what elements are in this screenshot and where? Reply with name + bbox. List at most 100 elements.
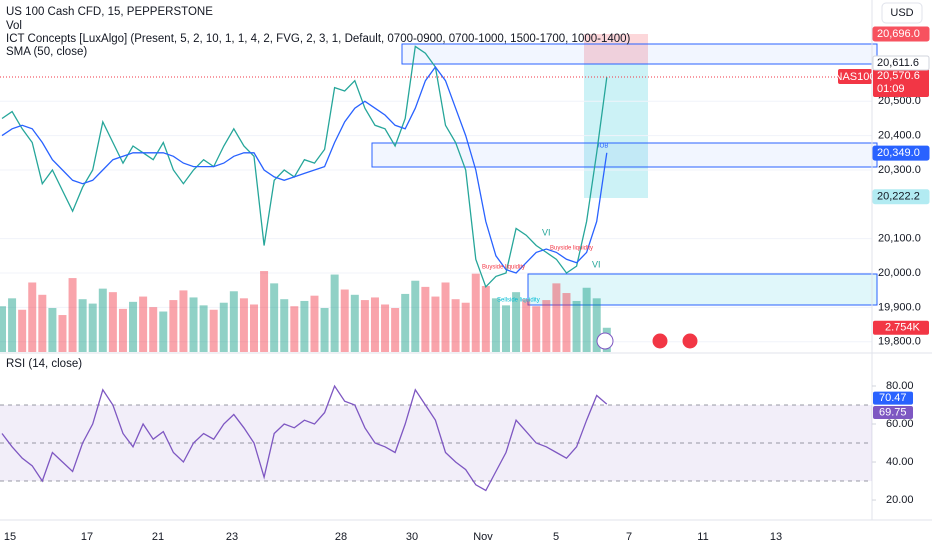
- currency-button[interactable]: [881, 2, 923, 24]
- volume-bar: [582, 287, 591, 352]
- event-icon[interactable]: [681, 332, 699, 350]
- rsi-label-bg: [873, 405, 913, 419]
- volume-bar: [28, 282, 37, 352]
- volume-bar: [441, 282, 450, 352]
- price-label-bg: [872, 55, 930, 71]
- series-line: [1, 65, 608, 274]
- series-line: [1, 45, 608, 288]
- y-tick-label: 20,300.0: [878, 164, 921, 176]
- event-icon[interactable]: [596, 332, 614, 350]
- volume-label-bg: [873, 320, 929, 335]
- volume-bar: [88, 303, 97, 352]
- order-block: [401, 43, 878, 65]
- x-tick-label: 23: [226, 531, 238, 543]
- volume-bar: [179, 290, 188, 352]
- sma-legend[interactable]: SMA (50, close): [6, 46, 87, 58]
- volume-bar: [320, 308, 329, 352]
- price-label: 20,696.0: [877, 28, 920, 40]
- y-tick-label: 20,100.0: [878, 233, 921, 245]
- event-icon[interactable]: [651, 332, 669, 350]
- volume-bar: [491, 298, 500, 352]
- y-tick-label: 40.00: [886, 456, 914, 468]
- rsi-label-bg: [873, 391, 913, 405]
- volume-bar: [239, 298, 248, 352]
- volume-bar: [129, 301, 138, 352]
- y-tick-label: 19,800.0: [878, 336, 921, 348]
- x-tick-label: 15: [4, 531, 16, 543]
- ict-legend[interactable]: ICT Concepts [LuxAlgo] (Present, 5, 2, 1…: [6, 33, 631, 45]
- volume-bar: [139, 296, 148, 352]
- volume-bar: [310, 295, 319, 352]
- volume-bar: [562, 293, 571, 352]
- volume-bar: [229, 291, 238, 352]
- volume-label: 2.754K: [885, 322, 921, 334]
- volume-bar: [502, 305, 510, 352]
- y-tick-label: 80.00: [886, 380, 914, 392]
- x-tick-label: 5: [553, 531, 559, 543]
- volume-bar: [118, 308, 127, 352]
- volume-bar: [98, 288, 107, 352]
- volume-bar: [451, 299, 460, 352]
- volume-bar: [250, 304, 258, 352]
- sl-zone: [584, 34, 648, 64]
- volume-bar: [572, 300, 581, 352]
- volume-bar: [340, 289, 349, 352]
- volume-bar: [78, 299, 87, 352]
- current-price-bg: [873, 69, 929, 98]
- rsi-label: 69.75: [879, 406, 907, 418]
- vol-legend[interactable]: Vol: [6, 20, 22, 32]
- price-label-bg: [872, 26, 930, 42]
- volume-bar: [159, 311, 168, 352]
- volume-bar: [542, 300, 551, 352]
- volume-bar: [381, 304, 390, 352]
- volume-bar: [68, 278, 77, 352]
- volume-bar: [370, 297, 379, 352]
- volume-bar: [108, 292, 117, 352]
- y-tick-label: 60.00: [886, 418, 914, 430]
- volume-bar: [350, 294, 359, 352]
- volume-bar: [481, 286, 490, 352]
- price-label-bg: [872, 189, 930, 205]
- volume-bar: [48, 308, 57, 352]
- volume-bar: [270, 283, 279, 352]
- volume-bar: [260, 271, 269, 352]
- volume-bar: [0, 306, 6, 352]
- volume-bar: [209, 309, 218, 352]
- volume-bar: [18, 309, 27, 352]
- annotation: VI: [592, 259, 601, 269]
- volume-bar: [401, 293, 410, 352]
- symbol-title[interactable]: US 100 Cash CFD, 15, PEPPERSTONE: [6, 6, 213, 18]
- volume-bar: [169, 300, 178, 352]
- volume-bar: [461, 302, 470, 352]
- volume-bar: [189, 297, 198, 352]
- annotation: Buyside liquidity: [550, 246, 593, 252]
- currency[interactable]: USD: [890, 7, 913, 19]
- volume-bar: [592, 298, 601, 352]
- rsi-label: 70.47: [879, 392, 907, 404]
- annotation: VI: [542, 227, 551, 237]
- volume-bar: [391, 308, 400, 352]
- volume-bar: [38, 294, 47, 352]
- symbol-tag: NAS100: [835, 71, 876, 83]
- volume-bar: [522, 299, 531, 352]
- x-tick-label: 7: [626, 531, 632, 543]
- x-tick-label: 30: [406, 531, 418, 543]
- series-line: [1, 384, 608, 492]
- price-label: 20,349.0: [877, 147, 920, 159]
- volume-bar: [552, 283, 561, 352]
- y-tick-label: 19,900.0: [878, 301, 921, 313]
- x-tick-label: Nov: [473, 531, 493, 543]
- rsi-legend[interactable]: RSI (14, close): [6, 358, 82, 370]
- x-tick-label: 13: [770, 531, 782, 543]
- annotation: IOB: [598, 144, 608, 150]
- volume-bar: [280, 299, 289, 352]
- y-tick-label: 20,000.0: [878, 267, 921, 279]
- volume-bar: [199, 305, 208, 352]
- countdown: 01:09: [877, 83, 905, 95]
- volume-bar: [532, 306, 541, 352]
- volume-bar: [290, 306, 299, 352]
- annotation: Sellside liquidity: [497, 298, 540, 304]
